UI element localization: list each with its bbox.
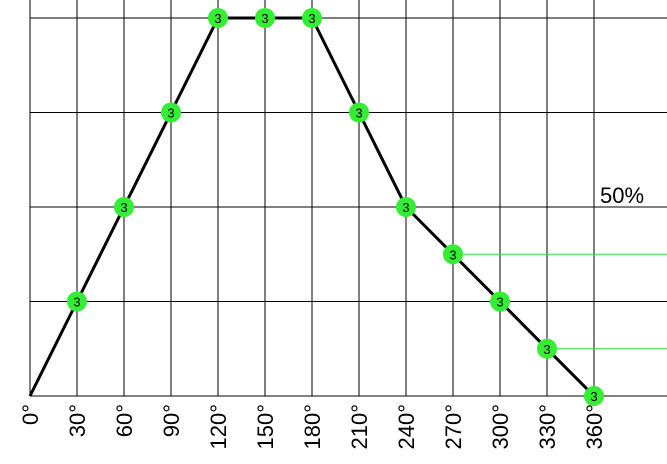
data-point: 3 — [443, 244, 463, 265]
x-tick-label: 330° — [535, 404, 560, 450]
data-point-marker — [537, 338, 557, 359]
data-point-marker — [114, 197, 134, 217]
x-tick-label: 210° — [347, 404, 372, 450]
x-tick-label: 150° — [253, 404, 278, 450]
data-point: 3 — [490, 291, 510, 312]
data-point-label: 3 — [449, 247, 456, 262]
x-tick-label: 360° — [582, 404, 607, 450]
data-point: 3 — [114, 197, 134, 217]
data-point-marker — [302, 8, 322, 28]
data-point-marker — [396, 197, 416, 217]
data-point-marker — [443, 244, 463, 265]
data-point-marker — [349, 102, 369, 123]
x-tick-label: 60° — [112, 404, 137, 437]
data-point-label: 3 — [261, 11, 268, 26]
x-tick-label: 240° — [394, 404, 419, 450]
data-point: 3 — [208, 8, 228, 28]
data-point-marker — [490, 291, 510, 312]
data-point-label: 3 — [496, 295, 503, 310]
data-point-label: 3 — [590, 389, 597, 404]
grid — [29, 0, 667, 397]
data-point-label: 3 — [73, 295, 80, 310]
reference-lines — [453, 253, 667, 350]
data-point-marker — [67, 291, 87, 312]
data-point: 3 — [67, 291, 87, 312]
data-point: 3 — [537, 338, 557, 359]
data-point-marker — [255, 8, 275, 28]
data-point-marker — [584, 386, 604, 406]
data-point: 3 — [161, 102, 181, 123]
data-point: 3 — [255, 8, 275, 28]
data-point: 3 — [584, 386, 604, 406]
data-point-label: 3 — [120, 200, 127, 215]
data-point-label: 3 — [355, 106, 362, 121]
x-tick-label: 270° — [441, 404, 466, 450]
data-point-label: 3 — [402, 200, 409, 215]
x-tick-label: 180° — [300, 404, 325, 450]
x-tick-labels: 0° 30° 60° 90° 120° 150° 180° 210° 240° 270° 300° 3… — [18, 404, 607, 450]
x-tick-label: 300° — [488, 404, 513, 450]
x-tick-label: 90° — [159, 404, 184, 437]
x-tick-label: 120° — [206, 404, 231, 450]
data-point-marker — [161, 102, 181, 123]
annotation-50-percent: 50% — [600, 183, 644, 208]
data-point: 3 — [396, 197, 416, 217]
data-point-label: 3 — [167, 106, 174, 121]
x-tick-label: 0° — [18, 404, 43, 425]
data-point-marker — [208, 8, 228, 28]
x-tick-label: 30° — [65, 404, 90, 437]
data-point-label: 3 — [543, 342, 550, 357]
data-point: 3 — [349, 102, 369, 123]
data-point: 3 — [302, 8, 322, 28]
data-point-label: 3 — [214, 11, 221, 26]
data-point-label: 3 — [308, 11, 315, 26]
data-markers: 3 3 3 3 3 3 3 3 3 3 3 3 — [67, 8, 604, 406]
